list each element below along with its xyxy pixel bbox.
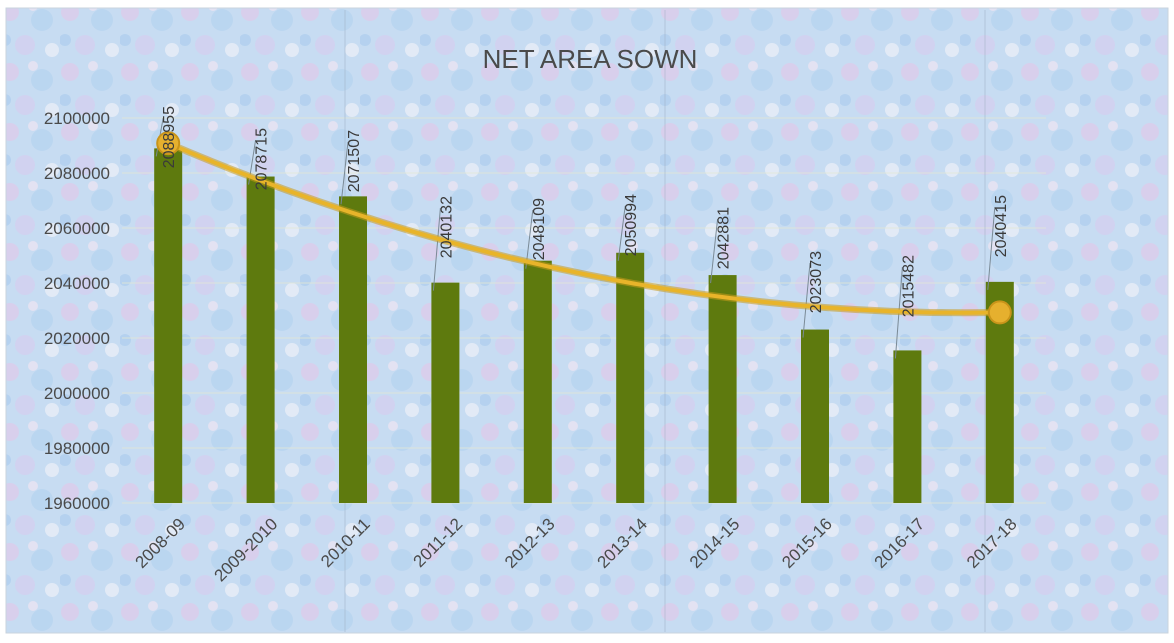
y-tick-label: 1960000: [44, 494, 110, 513]
data-label: 2023073: [808, 251, 825, 313]
y-tick-label: 2040000: [44, 274, 110, 293]
data-label: 2015482: [900, 255, 917, 317]
data-label: 2078715: [254, 128, 271, 190]
bar: [431, 282, 460, 503]
data-label: 2040415: [993, 195, 1010, 257]
leader-line: [802, 262, 811, 338]
leader-line: [617, 205, 626, 261]
bar: [154, 148, 183, 503]
chart-title: NET AREA SOWN: [483, 44, 698, 74]
leader-line: [340, 141, 349, 205]
bar: [523, 260, 552, 503]
bar: [893, 350, 922, 503]
bar: [246, 176, 275, 503]
y-tick-label: 2020000: [44, 329, 110, 348]
bar: [708, 275, 737, 503]
y-tick-label: 2080000: [44, 164, 110, 183]
data-label: 2048109: [531, 198, 548, 260]
data-label: 2088955: [161, 106, 178, 168]
data-label: 2071507: [346, 130, 363, 192]
bar: [616, 252, 645, 503]
y-tick-label: 1980000: [44, 439, 110, 458]
data-label: 2042881: [716, 207, 733, 269]
data-label: 2040132: [438, 196, 455, 258]
trendline-end-marker: [987, 300, 1012, 325]
leader-line: [710, 218, 719, 284]
bar: [801, 329, 829, 503]
chart-background: [5, 7, 1169, 634]
y-tick-label: 2000000: [44, 384, 110, 403]
y-tick-label: 2060000: [44, 219, 110, 238]
y-tick-label: 2100000: [44, 109, 110, 128]
data-label: 2050994: [623, 194, 640, 256]
trendline: [167, 141, 1000, 315]
leader-line: [987, 206, 996, 290]
trendline-start-marker: [156, 131, 181, 156]
bar: [339, 196, 367, 503]
leader-line: [432, 207, 441, 291]
